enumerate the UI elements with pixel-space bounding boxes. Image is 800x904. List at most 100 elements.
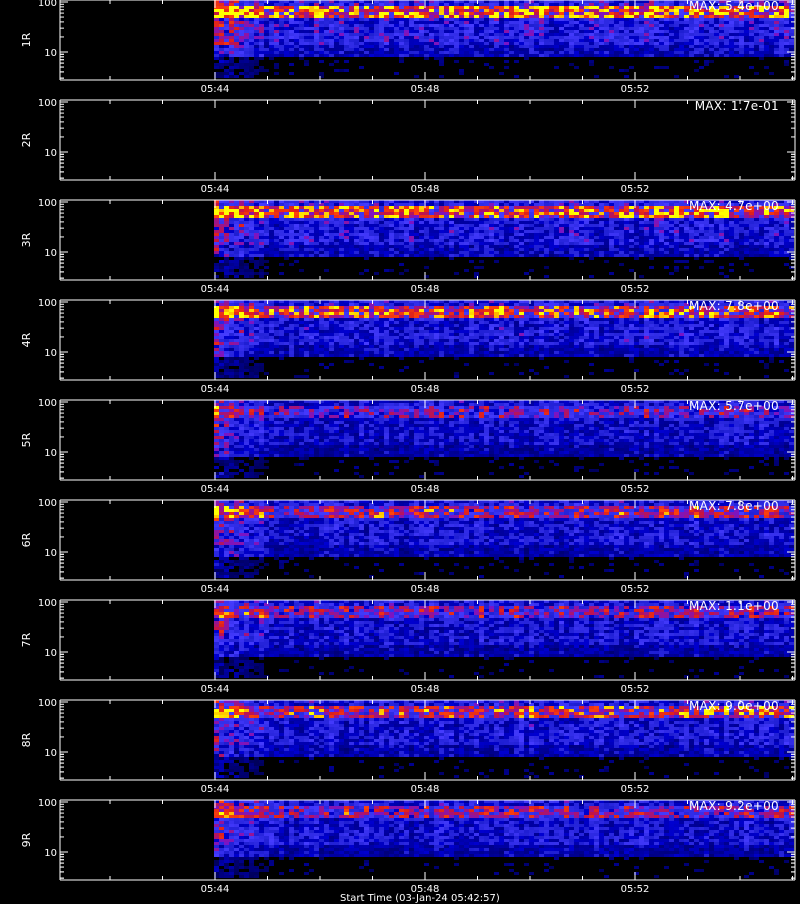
heatmap-cell [354, 33, 359, 36]
heatmap-cell [554, 212, 559, 215]
heatmap-cell [604, 42, 609, 45]
heatmap-cell [614, 209, 619, 212]
heatmap-cell [669, 242, 674, 245]
heatmap-cell [709, 215, 714, 218]
heatmap-cell [634, 9, 639, 12]
heatmap-cell [424, 48, 429, 51]
heatmap-cell [429, 206, 434, 209]
heatmap-cell [419, 215, 424, 218]
heatmap-cell [694, 24, 699, 27]
heatmap-cell [659, 42, 664, 45]
heatmap-cell [409, 48, 414, 51]
heatmap-cell [369, 48, 374, 51]
heatmap-cell [594, 33, 599, 36]
heatmap-cell [484, 209, 489, 212]
heatmap-cell [254, 215, 259, 218]
heatmap-cell [489, 45, 494, 48]
heatmap-cell [394, 221, 399, 224]
heatmap-cell [554, 6, 559, 9]
heatmap-cell [634, 254, 639, 257]
heatmap-cell [474, 27, 479, 30]
heatmap-cell [609, 12, 614, 15]
heatmap-cell [484, 30, 489, 33]
heatmap-cell [344, 242, 349, 245]
heatmap-cell [539, 51, 544, 54]
heatmap-cell [594, 236, 599, 239]
heatmap-cell [734, 39, 739, 42]
heatmap-cell [764, 66, 769, 69]
heatmap-cell [589, 206, 594, 209]
heatmap-cell [474, 272, 479, 275]
heatmap-cell [309, 45, 314, 48]
heatmap-cell [614, 215, 619, 218]
heatmap-cell [254, 63, 259, 66]
heatmap-cell [644, 206, 649, 209]
heatmap-cell [349, 24, 354, 27]
heatmap-cell [394, 227, 399, 230]
heatmap-cell [239, 66, 244, 69]
heatmap-cell [529, 21, 534, 24]
heatmap-cell [364, 30, 369, 33]
heatmap-cell [614, 48, 619, 51]
heatmap-cell [359, 45, 364, 48]
heatmap-cell [284, 212, 289, 215]
heatmap-cell [344, 254, 349, 257]
heatmap-cell [219, 348, 224, 351]
heatmap-cell [529, 251, 534, 254]
heatmap-cell [369, 21, 374, 24]
heatmap-cell [479, 54, 484, 57]
heatmap-cell [364, 12, 369, 15]
heatmap-cell [359, 212, 364, 215]
heatmap-cell [274, 54, 279, 57]
heatmap-cell [464, 3, 469, 6]
heatmap-cell [749, 269, 754, 272]
heatmap-cell [529, 209, 534, 212]
heatmap-cell [349, 224, 354, 227]
heatmap-cell [654, 15, 659, 18]
heatmap-cell [439, 224, 444, 227]
heatmap-cell [534, 248, 539, 251]
heatmap-cell [229, 272, 234, 275]
heatmap-cell [519, 54, 524, 57]
heatmap-cell [274, 245, 279, 248]
heatmap-cell [434, 57, 439, 60]
heatmap-cell [594, 30, 599, 33]
heatmap-cell [329, 6, 334, 9]
heatmap-cell [539, 221, 544, 224]
heatmap-cell [354, 42, 359, 45]
heatmap-cell [259, 9, 264, 12]
heatmap-cell [349, 245, 354, 248]
heatmap-cell [779, 206, 784, 209]
heatmap-cell [494, 42, 499, 45]
heatmap-cell [364, 254, 369, 257]
heatmap-cell [229, 206, 234, 209]
heatmap-cell [559, 51, 564, 54]
heatmap-cell [769, 33, 774, 36]
heatmap-cell [359, 39, 364, 42]
heatmap-cell [364, 45, 369, 48]
heatmap-cell [384, 245, 389, 248]
heatmap-cell [409, 45, 414, 48]
heatmap-cell [549, 39, 554, 42]
heatmap-cell [279, 45, 284, 48]
heatmap-cell [399, 57, 404, 60]
heatmap-cell [324, 48, 329, 51]
heatmap-cell [289, 221, 294, 224]
heatmap-cell [289, 233, 294, 236]
heatmap-cell [504, 39, 509, 42]
heatmap-cell [744, 54, 749, 57]
heatmap-cell [669, 239, 674, 242]
heatmap-cell [319, 251, 324, 254]
heatmap-cell [509, 206, 514, 209]
heatmap-cell [459, 39, 464, 42]
heatmap-cell [474, 236, 479, 239]
heatmap-cell [639, 27, 644, 30]
heatmap-cell [674, 12, 679, 15]
heatmap-cell [364, 42, 369, 45]
heatmap-cell [499, 30, 504, 33]
heatmap-cell [714, 45, 719, 48]
heatmap-cell [639, 203, 644, 206]
heatmap-cell [569, 221, 574, 224]
heatmap-cell [529, 45, 534, 48]
heatmap-cell [344, 218, 349, 221]
